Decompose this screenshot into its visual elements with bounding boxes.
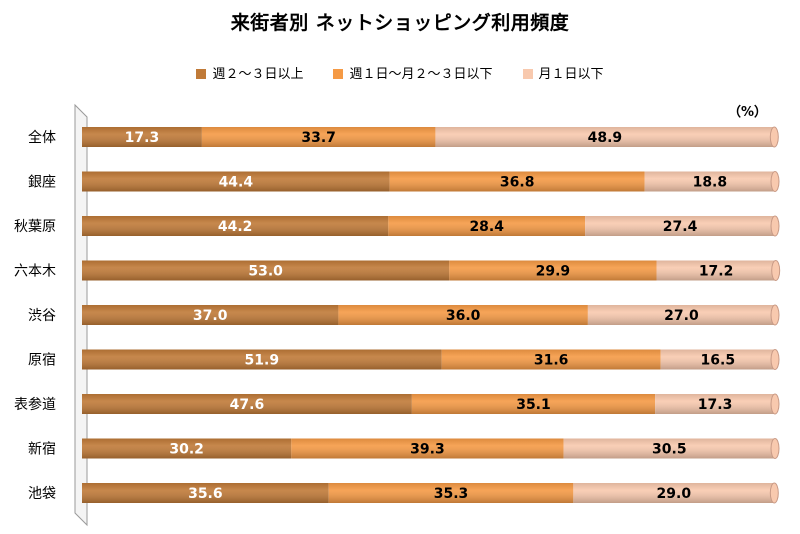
category-label: 秋葉原 [14,219,56,235]
legend-item: 週１日～月２～３日以下 [333,63,493,82]
value-label: 44.2 [218,219,253,235]
bar-shading [82,216,389,236]
bar-shading [338,305,588,325]
value-label: 30.5 [652,442,687,458]
bar-shading [82,260,450,281]
value-label: 27.4 [663,219,698,235]
unit-label: （%） [728,105,768,120]
category-label: 池袋 [28,486,56,502]
bar-shading [587,305,775,325]
value-label: 17.3 [698,397,733,413]
legend-swatch [522,69,533,79]
legend-item: 月１日以下 [522,63,604,82]
bar-shading [82,305,339,325]
category-label: 原宿 [28,352,56,369]
value-label: 33.7 [301,130,336,146]
bar-shading [449,260,657,281]
bar-shading [656,260,776,281]
bar-end-cap [770,171,780,192]
category-label: 全体 [28,129,56,146]
bar-end-cap [769,482,779,504]
chart-title: 来街者別 ネットショッピング利用頻度 [230,12,570,34]
category-label: 銀座 [28,175,56,191]
bar-shading [435,127,775,147]
value-label: 51.9 [245,353,280,369]
bar-shading [82,127,202,147]
value-label: 53.0 [248,264,283,280]
legend-swatch [196,69,207,79]
value-label: 39.3 [410,442,445,458]
bar-shading [644,171,775,192]
legend-swatch [333,69,344,79]
bar-shading [82,394,412,414]
bar-shading [563,438,775,459]
bar-shading [82,438,292,459]
bar-end-cap [770,393,780,415]
bar-shading [388,216,586,236]
value-label: 17.3 [125,130,160,146]
value-label: 44.4 [219,175,254,191]
value-label: 35.3 [434,486,469,502]
value-label: 35.6 [188,486,223,502]
value-label: 29.0 [657,486,692,502]
value-label: 29.9 [536,264,571,280]
category-label: 表参道 [14,396,56,413]
value-label: 48.9 [588,130,623,146]
value-label: 31.6 [534,353,569,369]
bar-shading [441,349,661,370]
category-label: 六本木 [14,264,56,280]
legend-label: 週２～３日以上 [212,67,304,82]
bar-shading [82,171,390,192]
value-label: 17.2 [699,264,734,280]
bar-shading [411,394,656,414]
value-label: 37.0 [193,308,228,324]
value-label: 16.5 [701,353,736,369]
bar-shading [82,483,329,503]
value-label: 35.1 [516,397,551,413]
bar-end-cap [769,126,779,148]
bar-shading [389,171,645,192]
value-label: 18.8 [693,175,728,191]
bar-shading [660,349,775,370]
bar-end-cap [770,349,780,370]
legend: 週２～３日以上 週１日～月２～３日以下 月１日以下 [0,63,800,82]
bar-end-cap [771,260,781,281]
value-label: 30.2 [169,442,204,458]
legend-item: 週２～３日以上 [196,63,303,82]
bar-shading [201,127,436,147]
legend-label: 週１日～月２～３日以下 [349,67,493,82]
legend-label: 月１日以下 [538,67,604,82]
bar-shading [291,438,564,459]
category-label: 新宿 [28,441,56,458]
bar-shading [655,394,775,414]
bar-shading [82,349,442,370]
value-label: 28.4 [469,219,504,235]
bar-end-cap [770,215,780,237]
bar-shading [328,483,574,503]
value-label: 47.6 [230,397,265,413]
value-label: 36.8 [500,175,535,191]
value-label: 27.0 [664,308,699,324]
category-label: 渋谷 [28,308,56,324]
bar-end-cap [770,438,780,459]
value-label: 36.0 [446,308,481,324]
bar-shading [573,483,775,503]
bar-shading [585,216,775,236]
axis-wall [74,103,88,527]
bar-end-cap [770,304,780,326]
